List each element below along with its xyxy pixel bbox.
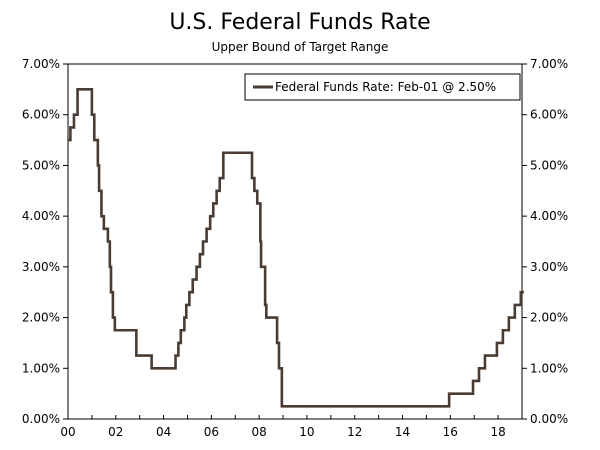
y-tick-label-left: 7.00% [22, 57, 60, 71]
y-tick-label-right: 5.00% [530, 158, 568, 172]
y-tick-label-left: 6.00% [22, 108, 60, 122]
y-tick-label-left: 1.00% [22, 361, 60, 375]
y-tick-label-left: 4.00% [22, 209, 60, 223]
y-tick-label-left: 3.00% [22, 260, 60, 274]
x-tick-label: 02 [108, 425, 123, 439]
x-tick-label: 04 [156, 425, 171, 439]
y-tick-label-right: 6.00% [530, 108, 568, 122]
chart-title: U.S. Federal Funds Rate [169, 10, 431, 35]
y-tick-label-left: 5.00% [22, 158, 60, 172]
series-line-federal-funds-rate [68, 88, 524, 408]
x-tick-label: 06 [204, 425, 219, 439]
plot-frame [67, 63, 523, 420]
x-tick-label: 00 [60, 425, 75, 439]
y-tick-label-right: 2.00% [530, 311, 568, 325]
y-tick-label-right: 1.00% [530, 361, 568, 375]
y-tick-label-left: 2.00% [22, 311, 60, 325]
x-tick-label: 12 [347, 425, 362, 439]
y-tick-label-right: 7.00% [530, 57, 568, 71]
y-tick-label-left: 0.00% [22, 412, 60, 426]
x-tick-label: 10 [299, 425, 314, 439]
x-tick-label: 14 [395, 425, 410, 439]
x-tick-label: 08 [252, 425, 267, 439]
legend-box [244, 73, 521, 101]
y-tick-label-right: 0.00% [530, 412, 568, 426]
y-tick-label-right: 4.00% [530, 209, 568, 223]
legend-label: Federal Funds Rate: Feb-01 @ 2.50% [275, 80, 496, 94]
x-tick-label: 18 [490, 425, 505, 439]
x-tick-label: 16 [443, 425, 458, 439]
y-tick-label-right: 3.00% [530, 260, 568, 274]
chart-subtitle: Upper Bound of Target Range [211, 40, 389, 54]
